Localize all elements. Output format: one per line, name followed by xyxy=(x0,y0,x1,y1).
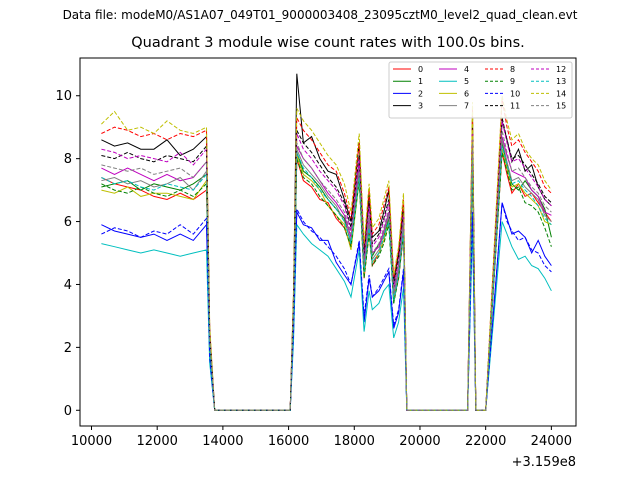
legend-label-12: 12 xyxy=(556,65,566,74)
legend-label-11: 11 xyxy=(510,102,520,111)
chart-title: Quadrant 3 module wise count rates with … xyxy=(131,35,525,51)
legend-label-2: 2 xyxy=(418,89,423,98)
x-tick-label: 24000 xyxy=(531,434,572,449)
series-line-4 xyxy=(101,136,552,411)
y-tick-label: 6 xyxy=(64,215,72,230)
series-lines xyxy=(101,73,552,411)
x-axis-offset-label: +3.159e8 xyxy=(512,455,576,470)
series-line-5 xyxy=(101,221,552,411)
y-tick-label: 0 xyxy=(64,404,72,419)
y-axis: 0 2 4 6 8 10 xyxy=(55,89,80,419)
x-tick-label: 22000 xyxy=(465,434,506,449)
x-tick-label: 14000 xyxy=(202,434,243,449)
legend-label-0: 0 xyxy=(418,65,423,74)
x-tick-label: 20000 xyxy=(399,434,440,449)
y-tick-label: 4 xyxy=(64,278,72,293)
x-tick-label: 10000 xyxy=(71,434,112,449)
series-line-15 xyxy=(101,130,552,411)
series-line-2 xyxy=(101,202,552,411)
series-line-11 xyxy=(101,117,552,411)
x-axis: 10000 12000 14000 16000 18000 20000 22000 24000 xyxy=(71,426,572,449)
legend-label-1: 1 xyxy=(418,77,423,86)
legend-label-8: 8 xyxy=(510,65,515,74)
series-line-12 xyxy=(101,120,552,411)
x-tick-label: 12000 xyxy=(137,434,178,449)
series-line-10 xyxy=(101,202,552,411)
y-tick-label: 8 xyxy=(64,152,72,167)
legend-label-10: 10 xyxy=(510,89,520,98)
legend-label-7: 7 xyxy=(464,102,469,111)
legend-label-14: 14 xyxy=(556,89,566,98)
x-tick-label: 16000 xyxy=(268,434,309,449)
legend-label-13: 13 xyxy=(556,77,566,86)
y-tick-label: 2 xyxy=(64,341,72,356)
plot-area-frame xyxy=(79,57,577,427)
figure-suptitle: Data file: modeM0/AS1A07_049T01_90000034… xyxy=(62,8,578,22)
series-line-7 xyxy=(101,139,552,411)
y-tick-label: 10 xyxy=(55,89,72,104)
legend-label-15: 15 xyxy=(556,102,566,111)
legend-label-4: 4 xyxy=(464,65,469,74)
series-line-13 xyxy=(101,145,552,411)
legend-label-6: 6 xyxy=(464,89,469,98)
legend-label-9: 9 xyxy=(510,77,515,86)
legend-label-3: 3 xyxy=(418,102,423,111)
x-tick-label: 18000 xyxy=(334,434,375,449)
legend-box xyxy=(388,61,573,119)
series-line-3 xyxy=(101,73,552,411)
legend-label-5: 5 xyxy=(464,77,469,86)
